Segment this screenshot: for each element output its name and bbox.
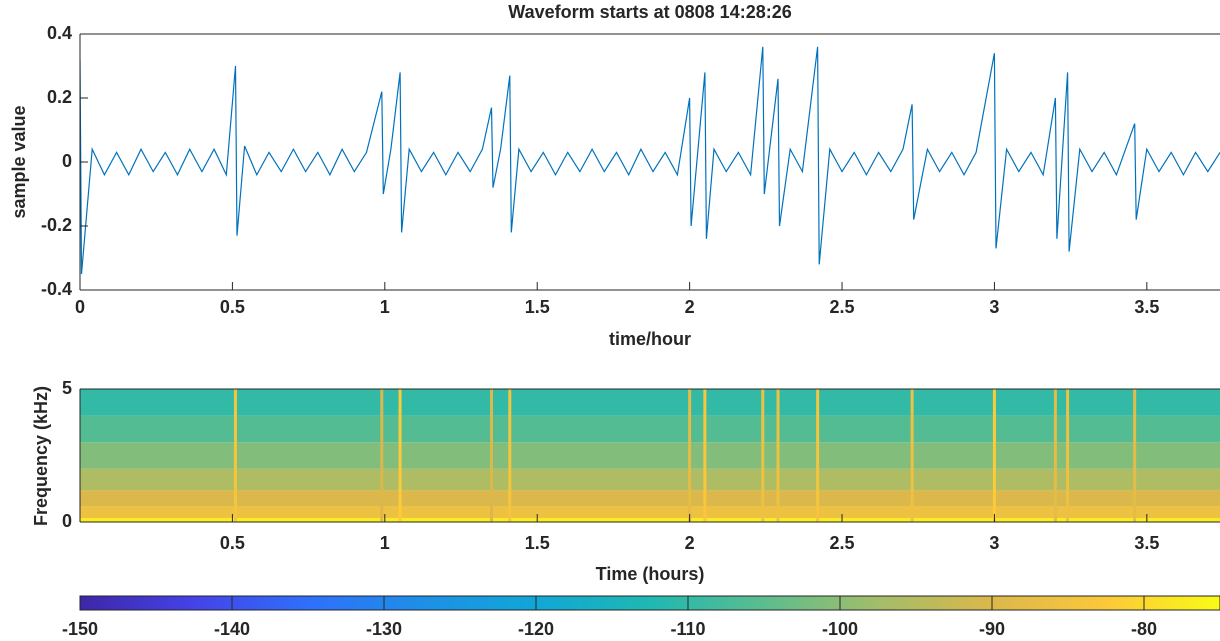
colorbar-tick-label: -110 (670, 619, 705, 639)
colorbar (79, 595, 1220, 611)
x-tick-label: 1 (380, 533, 390, 553)
colorbar-tick-label: -90 (979, 619, 1005, 639)
colorbar-tick-label: -120 (518, 619, 554, 639)
spectrum-event (508, 389, 512, 522)
x-tick-label: 1.5 (525, 297, 550, 317)
colorbar-tick-label: -80 (1131, 619, 1157, 639)
y-tick-label: 0 (62, 151, 72, 171)
spectrum-event (910, 389, 914, 522)
spectrum-event (703, 389, 707, 522)
y-tick-label: 0.2 (47, 87, 72, 107)
spectrum-event (233, 389, 237, 522)
spectrum-event (761, 389, 765, 522)
spectrum-event (1133, 389, 1137, 522)
colorbar-tick-label: -100 (822, 619, 858, 639)
spectrum-band (80, 389, 1220, 416)
spectrum-event (776, 389, 780, 522)
chart-title: Waveform starts at 0808 14:28:26 (508, 2, 791, 22)
x-tick-label: 2.5 (830, 533, 855, 553)
spectrum-band (80, 442, 1220, 469)
x-tick-label: 0 (75, 297, 85, 317)
spectrum-event (688, 389, 692, 522)
x-tick-label: 3 (989, 297, 999, 317)
colorbar-tick-label: -130 (366, 619, 402, 639)
spectrum-event (489, 389, 493, 522)
spectrum-event (816, 389, 820, 522)
x-axis-label: time/hour (609, 329, 691, 349)
spectrum-band (80, 415, 1220, 443)
spectrum-event (1053, 389, 1057, 522)
x-tick-label: 3.5 (1134, 297, 1159, 317)
y-axis-label: sample value (9, 105, 29, 218)
x-axis-label: Time (hours) (596, 564, 705, 584)
x-tick-label: 3 (989, 533, 999, 553)
y-axis-label: Frequency (kHz) (31, 386, 51, 526)
spectrum-event (1066, 389, 1070, 522)
spectrum-event (380, 389, 384, 522)
waveform-line (80, 46, 1220, 275)
x-tick-label: 0.5 (220, 533, 245, 553)
colorbar-tick-label: -150 (62, 619, 98, 639)
x-tick-label: 2 (685, 533, 695, 553)
x-tick-label: 0.5 (220, 297, 245, 317)
x-tick-label: 1.5 (525, 533, 550, 553)
x-tick-label: 3.5 (1134, 533, 1159, 553)
x-tick-label: 2 (685, 297, 695, 317)
y-tick-label: 0 (62, 511, 72, 531)
y-tick-label: 5 (62, 378, 72, 398)
colorbar-tick-label: -140 (214, 619, 250, 639)
x-tick-label: 2.5 (830, 297, 855, 317)
y-tick-label: -0.2 (41, 215, 72, 235)
y-tick-label: 0.4 (47, 23, 72, 43)
spectrum-event (398, 389, 402, 522)
spectrum-band (80, 518, 1220, 522)
spectrum-band (80, 468, 1220, 491)
x-tick-label: 1 (380, 297, 390, 317)
spectrum-band (80, 490, 1220, 507)
spectrum-band (80, 506, 1220, 519)
spectrum-event (992, 389, 996, 522)
y-tick-label: -0.4 (41, 279, 72, 299)
